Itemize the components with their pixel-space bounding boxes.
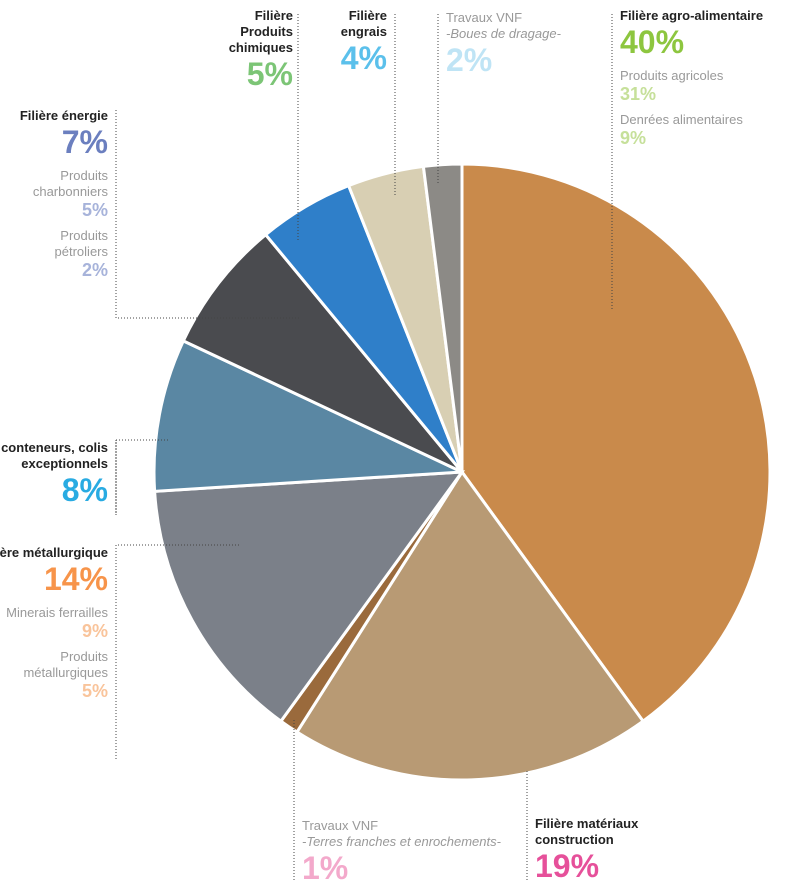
slice-name: Travaux VNF: [446, 10, 523, 25]
pie-slice: [152, 338, 463, 493]
slice-value: 19%: [535, 848, 600, 884]
part-name: Produits charbonniers: [32, 168, 108, 199]
slice-value: 14%: [43, 561, 108, 597]
part-value: 31%: [620, 84, 657, 104]
slice-label: Filière Produits chimiques 5%: [213, 8, 293, 92]
leader-line: [115, 110, 300, 319]
part-name: Produits métallurgiques: [23, 649, 108, 680]
slice-value: 40%: [620, 24, 685, 60]
slice-value: 4%: [340, 40, 387, 76]
part-name: Minerais ferrailles: [6, 605, 108, 620]
slice-value: 2%: [446, 42, 493, 78]
slice-name: Filière Produits chimiques: [228, 8, 293, 55]
pie-slice: [181, 232, 464, 474]
slice-name: Filière matériaux construction: [535, 816, 639, 847]
slice-label: Filière matériaux construction 19%: [535, 816, 665, 884]
slice-name: Travaux VNF: [302, 818, 379, 833]
slice-value: 7%: [61, 124, 108, 160]
pie-slice: [294, 469, 646, 782]
slice-label: Filière énergie 7% Produits charbonniers 5%…: [8, 108, 108, 280]
slice-name: Filière conteneurs, colis exceptionnels: [0, 440, 108, 471]
part-name: Produits pétroliers: [54, 228, 108, 259]
part-value: 9%: [81, 621, 108, 641]
slice-value: 1%: [302, 850, 349, 886]
slice-note: -Boues de dragage-: [446, 26, 561, 41]
slice-name: Filière engrais: [340, 8, 387, 39]
part-value: 2%: [81, 260, 108, 280]
slice-label: Travaux VNF -Terres franches et enrocheme…: [302, 818, 502, 886]
slice-value: 5%: [246, 56, 293, 92]
slice-label: Filière engrais 4%: [327, 8, 387, 76]
slice-label: Filière conteneurs, colis exceptionnels8…: [0, 440, 108, 508]
pie-slice: [421, 162, 464, 473]
slice-name: Filière métallurgique: [0, 545, 108, 560]
slice-note: -Terres franches et enrochements-: [302, 834, 501, 849]
pie-slice: [153, 470, 466, 724]
part-value: 5%: [81, 681, 108, 701]
pie-slice: [460, 162, 772, 724]
part-value: 5%: [81, 200, 108, 220]
part-name: Denrées alimentaires: [620, 112, 743, 127]
slice-name: Filière agro-alimentaire: [620, 8, 764, 23]
leader-line: [115, 544, 240, 760]
slice-label: Travaux VNF -Boues de dragage- 2%: [446, 10, 616, 78]
slice-value: 8%: [61, 472, 108, 508]
slice-label: Filière agro-alimentaire 40% Produits agri…: [620, 8, 790, 148]
part-name: Produits agricoles: [620, 68, 724, 83]
part-value: 9%: [620, 128, 647, 148]
slice-name: Filière énergie: [19, 108, 108, 123]
leader-line: [115, 439, 170, 515]
